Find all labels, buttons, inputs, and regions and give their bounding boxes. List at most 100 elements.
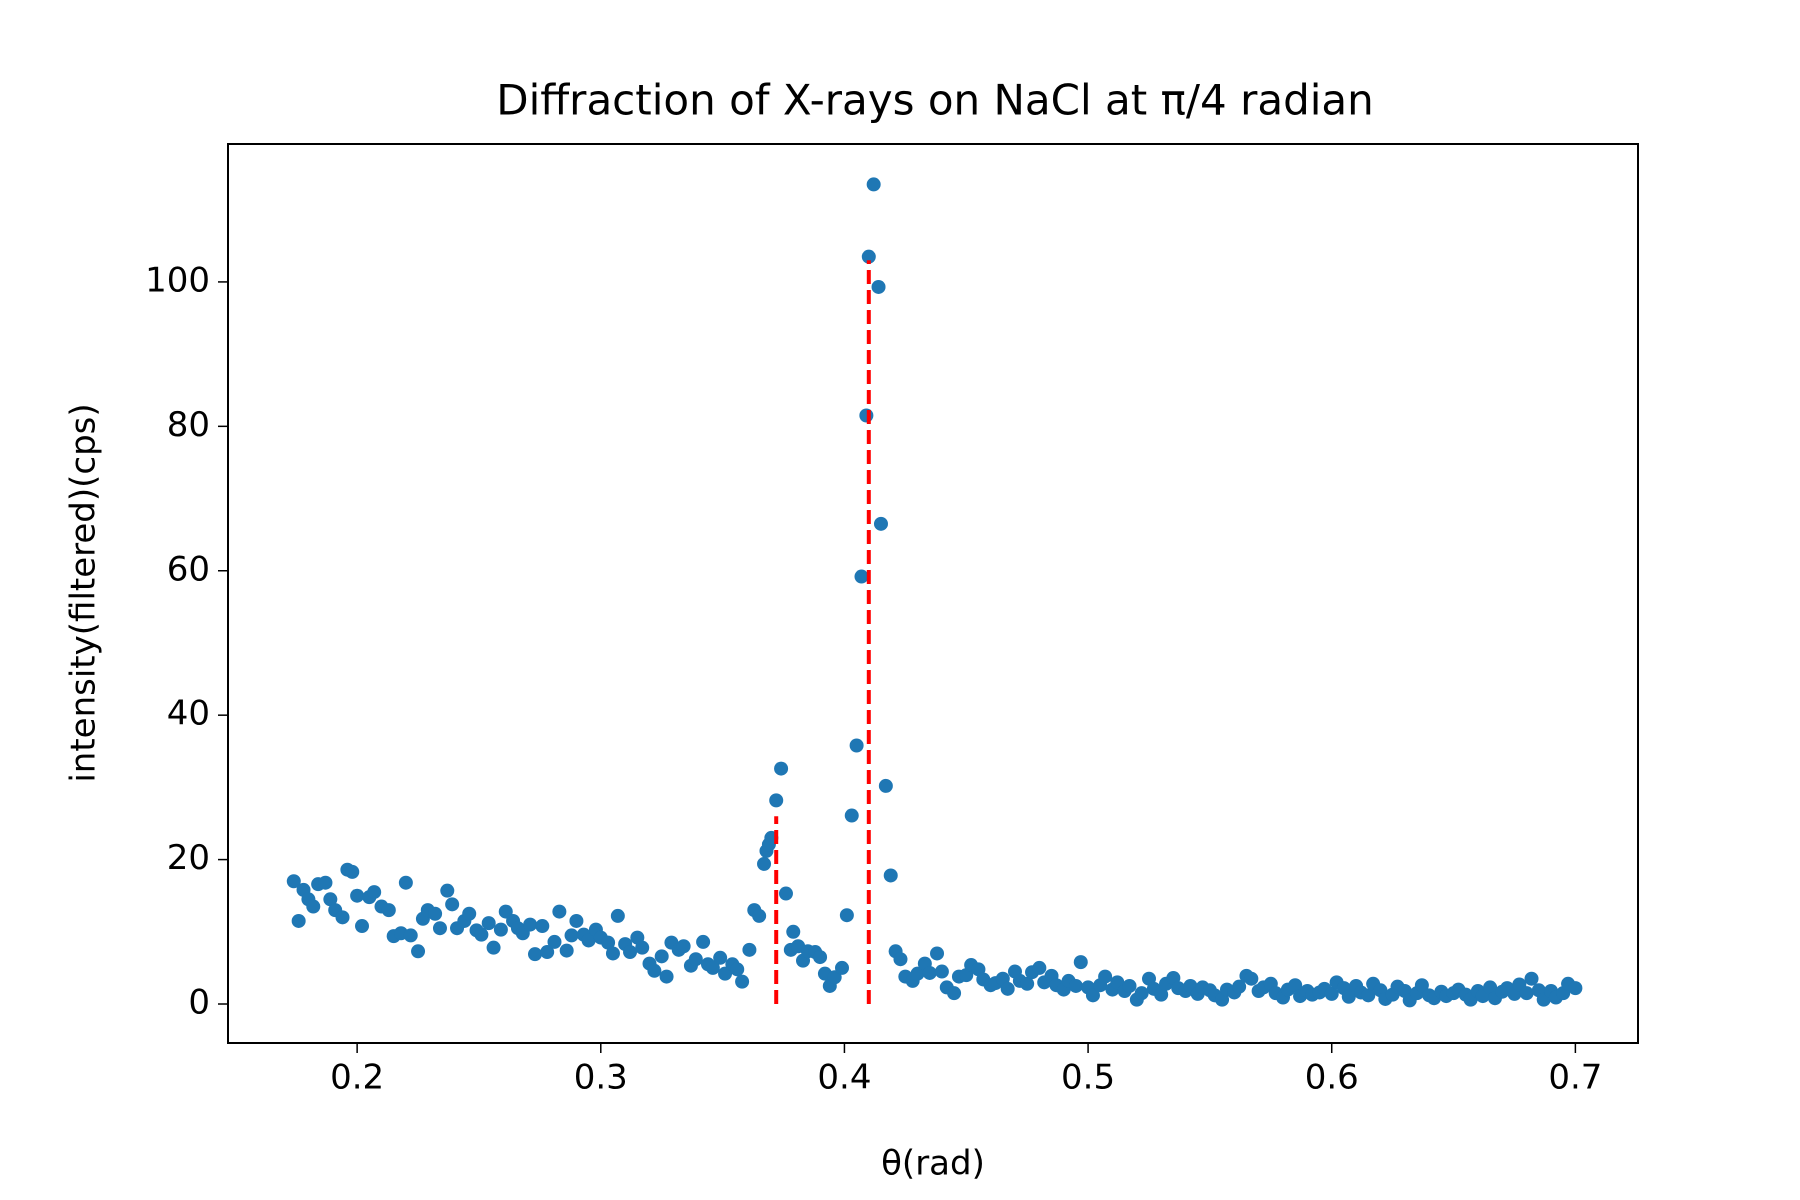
y-axis-label: intensity(filtered)(cps) [64, 403, 104, 782]
point [839, 908, 854, 923]
x-tick-label: 0.5 [1061, 1058, 1115, 1098]
point [893, 952, 908, 967]
point [1324, 986, 1339, 1001]
point [610, 908, 625, 923]
point [696, 934, 711, 949]
point [769, 793, 784, 808]
point [688, 952, 703, 967]
y-tick-label: 20 [167, 838, 210, 878]
point [752, 908, 767, 923]
point [355, 919, 370, 934]
point [883, 868, 898, 883]
point [844, 808, 859, 823]
point [1288, 978, 1303, 993]
point [445, 897, 460, 912]
point [947, 986, 962, 1001]
point [486, 940, 501, 955]
point [318, 875, 333, 890]
point [1568, 981, 1583, 996]
point [827, 970, 842, 985]
point [930, 946, 945, 961]
point [493, 922, 508, 937]
y-tick-label: 0 [188, 983, 210, 1023]
point [535, 919, 550, 934]
point [635, 940, 650, 955]
point [432, 921, 447, 936]
point [654, 949, 669, 964]
x-tick-label: 0.4 [817, 1058, 871, 1098]
point [411, 944, 426, 959]
x-tick-label: 0.6 [1305, 1058, 1359, 1098]
point [849, 738, 864, 753]
point [291, 913, 306, 928]
point [834, 960, 849, 975]
point [559, 943, 574, 958]
point [778, 886, 793, 901]
point [428, 906, 443, 921]
point [1341, 989, 1356, 1004]
point [581, 933, 596, 948]
point [878, 778, 893, 793]
point [866, 177, 881, 192]
point [1232, 979, 1247, 994]
point [1020, 976, 1035, 991]
point [474, 927, 489, 942]
point [705, 960, 720, 975]
point [873, 516, 888, 531]
point [676, 939, 691, 954]
point [1122, 978, 1137, 993]
x-axis-label: θ(rad) [881, 1144, 985, 1184]
x-tick-label: 0.7 [1548, 1058, 1602, 1098]
point [922, 965, 937, 980]
point [350, 888, 365, 903]
point [774, 761, 789, 776]
y-tick-label: 40 [167, 694, 210, 734]
point [742, 942, 757, 957]
point [498, 904, 513, 919]
point [1032, 960, 1047, 975]
point [871, 279, 886, 294]
point [1085, 988, 1100, 1003]
point [1414, 978, 1429, 993]
point [934, 964, 949, 979]
point [398, 875, 413, 890]
y-tick-label: 60 [167, 549, 210, 589]
point [623, 945, 638, 960]
point [859, 408, 874, 423]
point [481, 916, 496, 931]
point [813, 950, 828, 965]
point [381, 903, 396, 918]
point [647, 963, 662, 978]
point [547, 934, 562, 949]
point [286, 874, 301, 889]
chart-title: Diffraction of X-rays on NaCl at π/4 rad… [496, 76, 1374, 125]
point [403, 928, 418, 943]
point [345, 864, 360, 879]
point [1519, 986, 1534, 1001]
point [1154, 987, 1169, 1002]
point [540, 945, 555, 960]
point [910, 966, 925, 981]
point [713, 950, 728, 965]
point [1000, 981, 1015, 996]
x-tick-label: 0.3 [574, 1058, 628, 1098]
point [1068, 978, 1083, 993]
point [1098, 969, 1113, 984]
point [440, 883, 455, 898]
point [306, 899, 321, 914]
point [735, 974, 750, 989]
point [1524, 971, 1539, 986]
point [1073, 955, 1088, 970]
point [1483, 980, 1498, 995]
point [1361, 988, 1376, 1003]
point [659, 969, 674, 984]
point [718, 966, 733, 981]
plot-frame [227, 143, 1639, 1044]
x-tick-label: 0.2 [330, 1058, 384, 1098]
point [523, 917, 538, 932]
point [552, 904, 567, 919]
point [323, 892, 338, 907]
point [569, 913, 584, 928]
